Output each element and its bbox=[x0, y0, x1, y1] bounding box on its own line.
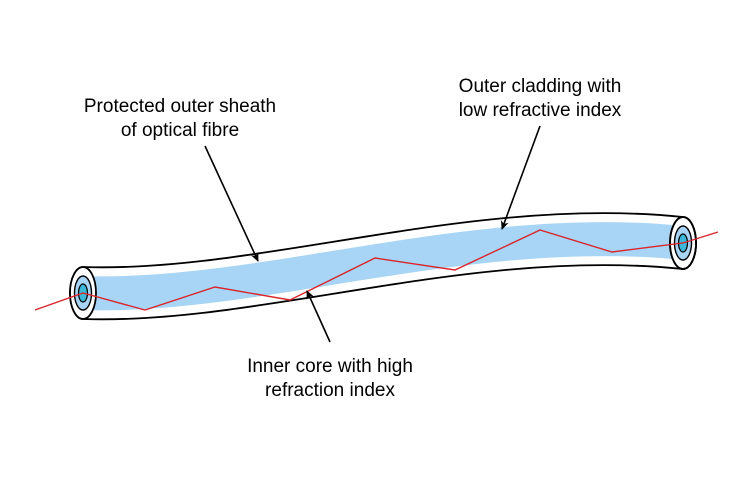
arrow-sheath bbox=[205, 146, 258, 261]
label-core: Inner core with high refraction index bbox=[210, 355, 450, 403]
label-sheath-line2: of optical fibre bbox=[121, 120, 239, 141]
label-cladding-line1: Outer cladding with bbox=[459, 76, 622, 97]
label-cladding-line2: low refractive index bbox=[459, 100, 622, 121]
label-core-line2: refraction index bbox=[265, 380, 395, 401]
label-sheath: Protected outer sheath of optical fibre bbox=[60, 95, 300, 143]
arrow-cladding bbox=[502, 126, 540, 229]
label-sheath-line1: Protected outer sheath bbox=[84, 96, 276, 117]
label-cladding: Outer cladding with low refractive index bbox=[420, 75, 660, 123]
label-core-line1: Inner core with high bbox=[247, 356, 413, 377]
arrow-core bbox=[307, 291, 330, 342]
